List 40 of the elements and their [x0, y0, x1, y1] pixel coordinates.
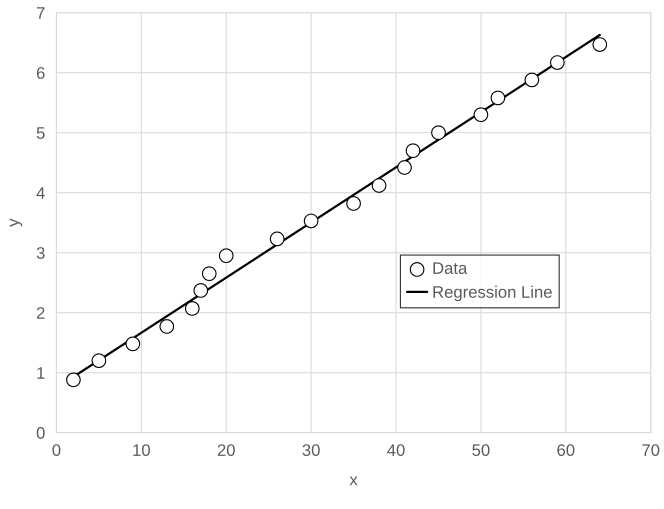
x-tick-label: 50	[472, 444, 490, 456]
point	[304, 214, 318, 228]
y-tick-label: 0	[36, 427, 45, 439]
x-tick-label: 0	[52, 444, 60, 456]
point	[406, 143, 420, 158]
point	[474, 107, 488, 122]
point	[159, 319, 174, 334]
x-axis-title: x	[350, 476, 358, 486]
point	[126, 336, 140, 352]
x-tick-label: 30	[302, 444, 320, 456]
point	[193, 283, 208, 298]
legend-label: Data	[433, 262, 468, 274]
point	[431, 125, 446, 140]
y-tick-label: 7	[36, 7, 44, 19]
y-tick-label: 5	[36, 127, 45, 139]
point	[524, 72, 540, 88]
y-tick-label: 3	[36, 247, 45, 259]
x-tick-label: 70	[642, 444, 660, 456]
x-tick-label: 60	[557, 444, 574, 456]
legend-label: Regression Line	[433, 286, 552, 302]
point	[92, 353, 106, 368]
point	[218, 248, 234, 264]
x-tick-label: 10	[133, 444, 150, 456]
point	[184, 301, 200, 316]
point	[592, 37, 608, 52]
point	[346, 196, 361, 211]
y-tick-label: 4	[36, 187, 45, 199]
y-tick-label: 2	[36, 307, 44, 319]
y-tick-label: 6	[36, 67, 45, 79]
point	[202, 266, 217, 281]
x-tick-label: 40	[387, 444, 405, 456]
y-tick-label: 1	[37, 367, 45, 379]
y-axis-title: y	[10, 218, 22, 227]
x-tick-label: 20	[218, 444, 235, 456]
point	[270, 232, 284, 246]
point	[372, 178, 386, 193]
point	[397, 160, 412, 175]
point	[550, 55, 565, 70]
point	[490, 90, 506, 106]
point	[66, 372, 81, 388]
